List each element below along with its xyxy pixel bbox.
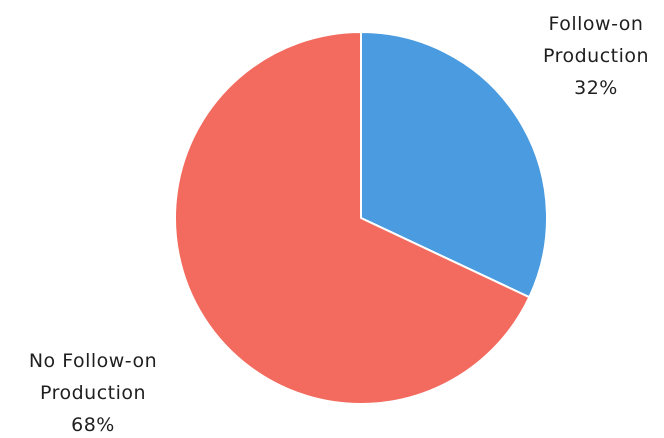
- slice-label-no-follow-on-line1: No Follow-on: [29, 350, 157, 372]
- slice-label-no-follow-on-line2: Production: [40, 382, 146, 404]
- slice-label-follow-on-line1: Follow-on: [549, 13, 644, 35]
- pie-slice-no-follow-on: [174, 31, 531, 405]
- slice-percent-no-follow-on: 68%: [71, 414, 115, 436]
- pie-slices: [174, 31, 548, 405]
- pie-slice-follow-on: [360, 31, 548, 299]
- slice-label-follow-on-line2: Production: [543, 45, 649, 67]
- slice-percent-follow-on: 32%: [574, 77, 618, 99]
